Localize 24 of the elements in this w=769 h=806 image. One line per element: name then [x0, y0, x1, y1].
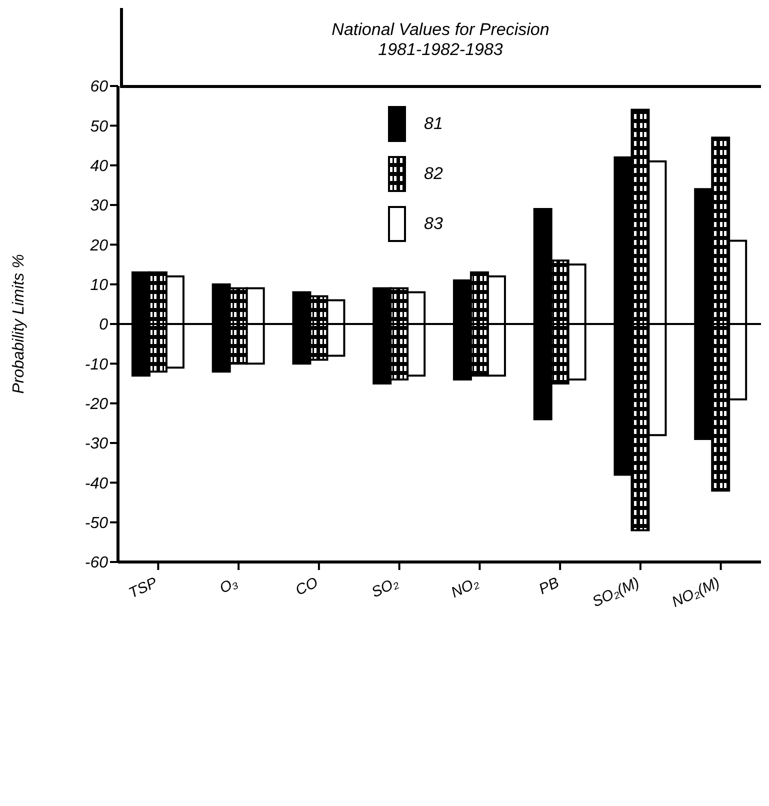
y-axis-title: Probability Limits % [10, 254, 28, 394]
x-tick-label: SO₂ [368, 574, 402, 602]
x-tick-label: O₃ [217, 574, 240, 598]
y-tick-label: -40 [84, 475, 108, 492]
x-tick-label: PB [536, 574, 562, 598]
chart-title: National Values for Precision 1981-1982-1983 [330, 19, 550, 60]
x-tick-label: NO₂ [448, 574, 482, 602]
y-tick-label: -20 [84, 396, 108, 414]
y-tick-label: 10 [90, 277, 108, 294]
y-tick-label: -60 [84, 554, 108, 572]
x-tick-label: CO [293, 574, 321, 600]
y-tick-label: 0 [99, 316, 108, 334]
y-tick-label: 50 [90, 118, 108, 136]
y-tick-label: -50 [84, 515, 108, 532]
legend-label: 83 [424, 214, 443, 234]
legend-label: 81 [424, 114, 443, 134]
y-tick-label: -30 [84, 436, 108, 453]
x-tick-label: TSP [126, 574, 160, 602]
y-tick-label: 30 [90, 198, 108, 215]
legend-label: 82 [424, 164, 443, 184]
y-tick-label: 20 [89, 237, 108, 254]
y-tick-label: 40 [90, 158, 108, 176]
y-tick-label: -10 [84, 356, 108, 374]
y-tick-label: 60 [90, 78, 108, 96]
